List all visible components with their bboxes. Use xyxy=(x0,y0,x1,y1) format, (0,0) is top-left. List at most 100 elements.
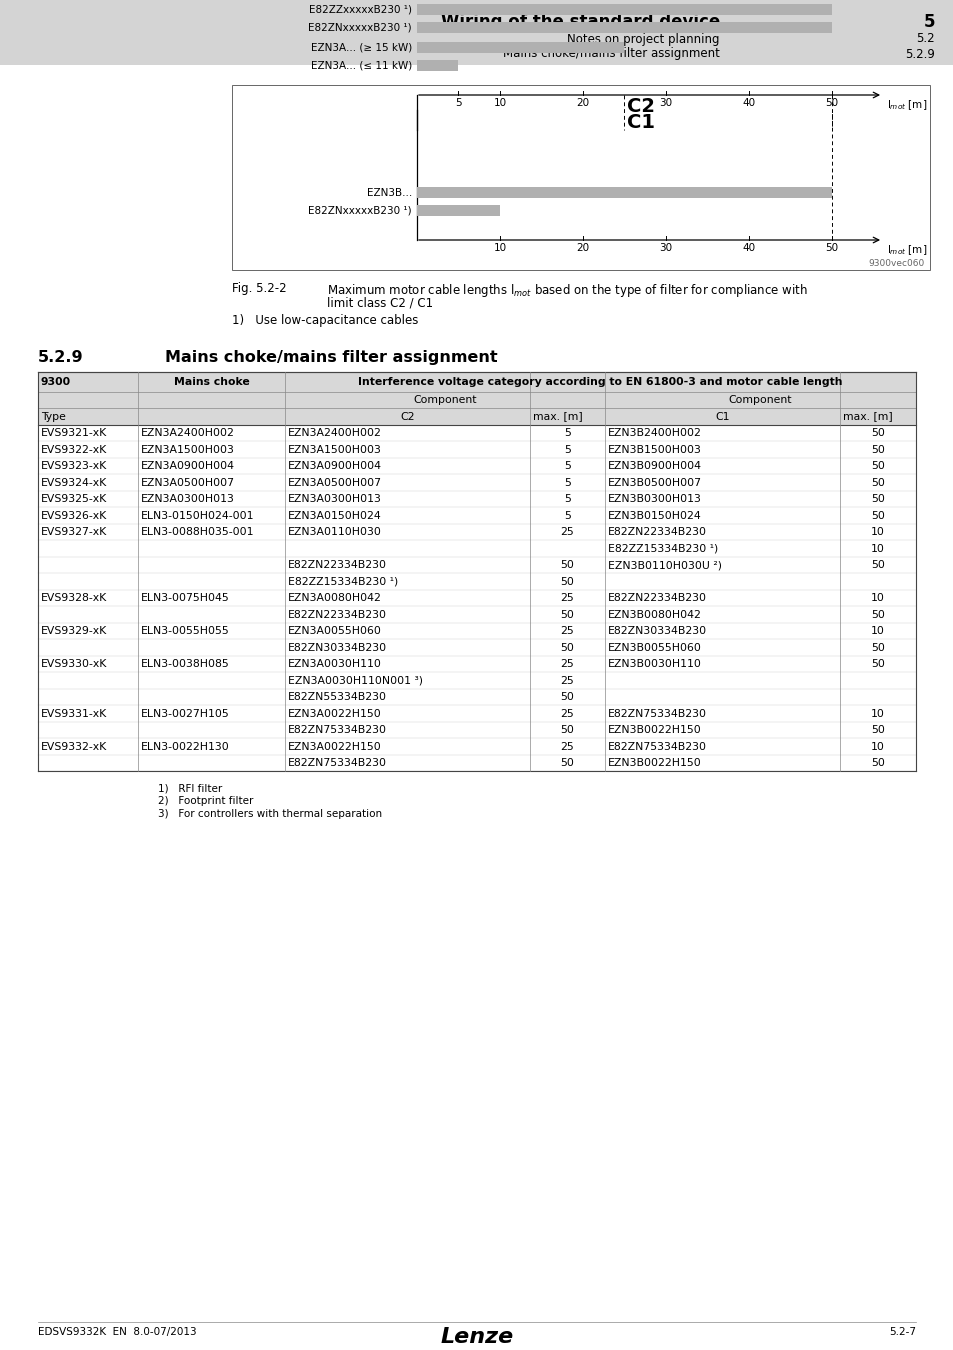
Text: 5.2.9: 5.2.9 xyxy=(904,47,934,61)
Text: EZN3B2400H002: EZN3B2400H002 xyxy=(607,428,701,437)
Text: 5.2-7: 5.2-7 xyxy=(888,1327,915,1336)
Text: 25: 25 xyxy=(560,709,574,718)
Text: ELN3-0027H105: ELN3-0027H105 xyxy=(141,709,230,718)
Text: 1)   Use low-capacitance cables: 1) Use low-capacitance cables xyxy=(232,315,418,327)
Text: EDSVS9332K  EN  8.0-07/2013: EDSVS9332K EN 8.0-07/2013 xyxy=(38,1327,196,1336)
Text: 50: 50 xyxy=(560,643,574,652)
Text: EZN3B...: EZN3B... xyxy=(366,188,412,197)
Text: 25: 25 xyxy=(560,741,574,752)
Text: E82ZN75334B230: E82ZN75334B230 xyxy=(607,709,706,718)
Text: E82ZN22334B230: E82ZN22334B230 xyxy=(288,560,387,570)
Text: E82ZN22334B230: E82ZN22334B230 xyxy=(607,593,706,603)
Text: EZN3B0080H042: EZN3B0080H042 xyxy=(607,610,701,620)
Text: EVS9332-xK: EVS9332-xK xyxy=(41,741,107,752)
Text: E82ZZ15334B230 ¹): E82ZZ15334B230 ¹) xyxy=(288,576,397,586)
Text: Interference voltage category according to EN 61800-3 and motor cable length: Interference voltage category according … xyxy=(358,377,841,387)
Text: Mains choke/mains filter assignment: Mains choke/mains filter assignment xyxy=(165,350,497,365)
Text: 25: 25 xyxy=(560,675,574,686)
Text: 25: 25 xyxy=(560,526,574,537)
Bar xyxy=(416,188,831,198)
Text: 9300: 9300 xyxy=(41,377,71,387)
Text: E82ZN75334B230: E82ZN75334B230 xyxy=(607,741,706,752)
Text: max. [m]: max. [m] xyxy=(842,412,892,421)
Text: 2)   Footprint filter: 2) Footprint filter xyxy=(158,796,253,806)
Text: 50: 50 xyxy=(560,560,574,570)
Text: Mains choke: Mains choke xyxy=(173,377,249,387)
Text: max. [m]: max. [m] xyxy=(533,412,582,421)
Text: 10: 10 xyxy=(870,709,884,718)
Text: EVS9328-xK: EVS9328-xK xyxy=(41,593,107,603)
Text: 5: 5 xyxy=(923,14,934,31)
Text: E82ZN22334B230: E82ZN22334B230 xyxy=(288,610,387,620)
Text: E82ZN30334B230: E82ZN30334B230 xyxy=(607,626,706,636)
Text: Notes on project planning: Notes on project planning xyxy=(567,32,720,46)
Text: 20: 20 xyxy=(576,243,589,252)
Text: EZN3A0300H013: EZN3A0300H013 xyxy=(141,494,234,504)
Text: l$_{mot}$ [m]: l$_{mot}$ [m] xyxy=(886,99,926,112)
Text: EVS9322-xK: EVS9322-xK xyxy=(41,444,107,455)
Text: C2: C2 xyxy=(626,97,655,116)
Bar xyxy=(416,42,624,53)
Text: E82ZN75334B230: E82ZN75334B230 xyxy=(288,725,387,734)
Text: ELN3-0022H130: ELN3-0022H130 xyxy=(141,741,230,752)
Text: Component: Component xyxy=(728,396,791,405)
Text: 50: 50 xyxy=(824,99,838,108)
Text: E82ZNxxxxxB230 ¹): E82ZNxxxxxB230 ¹) xyxy=(308,205,412,216)
Text: EZN3A0500H007: EZN3A0500H007 xyxy=(141,478,234,487)
Text: 10: 10 xyxy=(870,526,884,537)
Text: 10: 10 xyxy=(870,741,884,752)
Bar xyxy=(416,205,499,216)
Text: EVS9331-xK: EVS9331-xK xyxy=(41,709,107,718)
Text: EZN3A0110H030: EZN3A0110H030 xyxy=(288,526,381,537)
Text: 10: 10 xyxy=(493,243,506,252)
Text: EZN3B0150H024: EZN3B0150H024 xyxy=(607,510,701,521)
Text: EVS9329-xK: EVS9329-xK xyxy=(41,626,107,636)
Text: l$_{mot}$ [m]: l$_{mot}$ [m] xyxy=(886,243,926,256)
Text: 50: 50 xyxy=(870,444,884,455)
Text: 20: 20 xyxy=(576,99,589,108)
Bar xyxy=(416,4,831,15)
Text: 50: 50 xyxy=(870,428,884,437)
Text: 5: 5 xyxy=(455,99,461,108)
Text: 50: 50 xyxy=(870,643,884,652)
Text: 50: 50 xyxy=(870,478,884,487)
Text: 40: 40 xyxy=(741,99,755,108)
Text: E82ZN55334B230: E82ZN55334B230 xyxy=(288,693,387,702)
Text: EZN3B0500H007: EZN3B0500H007 xyxy=(607,478,701,487)
Text: EVS9326-xK: EVS9326-xK xyxy=(41,510,107,521)
Text: EZN3A... (≥ 15 kW): EZN3A... (≥ 15 kW) xyxy=(311,42,412,53)
Text: 5: 5 xyxy=(563,494,570,504)
Text: 25: 25 xyxy=(560,593,574,603)
Text: Fig. 5.2-2: Fig. 5.2-2 xyxy=(232,282,286,296)
Text: 25: 25 xyxy=(560,626,574,636)
Text: 50: 50 xyxy=(870,462,884,471)
Text: 50: 50 xyxy=(560,576,574,586)
Text: EZN3A1500H003: EZN3A1500H003 xyxy=(141,444,234,455)
Text: 10: 10 xyxy=(870,593,884,603)
Text: 10: 10 xyxy=(870,544,884,554)
Bar xyxy=(38,373,915,391)
Text: ELN3-0038H085: ELN3-0038H085 xyxy=(141,659,230,670)
Text: EVS9330-xK: EVS9330-xK xyxy=(41,659,108,670)
Text: EVS9327-xK: EVS9327-xK xyxy=(41,526,107,537)
Text: E82ZZ15334B230 ¹): E82ZZ15334B230 ¹) xyxy=(607,544,718,554)
Text: 5: 5 xyxy=(563,428,570,437)
Text: EZN3A0900H004: EZN3A0900H004 xyxy=(141,462,234,471)
Text: E82ZZxxxxxB230 ¹): E82ZZxxxxxB230 ¹) xyxy=(309,4,412,15)
Text: 50: 50 xyxy=(824,243,838,252)
Text: EZN3A2400H002: EZN3A2400H002 xyxy=(288,428,381,437)
Text: EVS9324-xK: EVS9324-xK xyxy=(41,478,107,487)
Text: Wiring of the standard device: Wiring of the standard device xyxy=(440,14,720,31)
Text: E82ZN22334B230: E82ZN22334B230 xyxy=(607,526,706,537)
Text: EZN3A0150H024: EZN3A0150H024 xyxy=(288,510,381,521)
Text: EZN3B0030H110: EZN3B0030H110 xyxy=(607,659,701,670)
Text: ELN3-0088H035-001: ELN3-0088H035-001 xyxy=(141,526,254,537)
Text: Mains choke/mains filter assignment: Mains choke/mains filter assignment xyxy=(502,47,720,61)
Text: EZN3B0900H004: EZN3B0900H004 xyxy=(607,462,701,471)
Text: EZN3A0022H150: EZN3A0022H150 xyxy=(288,709,381,718)
Bar xyxy=(38,408,915,425)
Bar xyxy=(38,392,915,408)
Text: 50: 50 xyxy=(560,725,574,734)
Text: EZN3A0080H042: EZN3A0080H042 xyxy=(288,593,381,603)
Bar xyxy=(416,22,831,32)
